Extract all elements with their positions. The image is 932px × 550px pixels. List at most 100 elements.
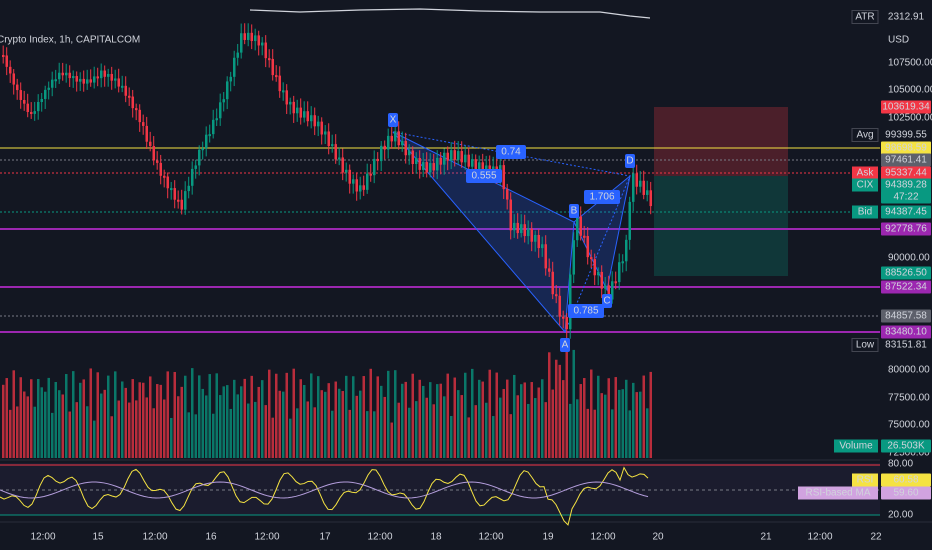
candle-body: [355, 179, 358, 192]
price-tag: [881, 153, 931, 167]
volume-bar: [194, 414, 197, 458]
candle-body: [205, 134, 208, 149]
candle-body: [348, 169, 351, 184]
candle-body: [292, 101, 295, 114]
candle-body: [219, 102, 222, 119]
candle-body: [114, 78, 117, 81]
volume-bar: [296, 408, 299, 458]
volume-bar: [54, 382, 57, 458]
pattern-point-box: [625, 154, 635, 168]
price-axis-label: 90000.00: [888, 253, 930, 264]
candle-body: [282, 90, 285, 93]
volume-bar: [443, 396, 446, 458]
volume-bar: [565, 350, 568, 458]
ratio-label: 0.785: [573, 306, 598, 317]
price-tag-value: 97461.41: [885, 155, 927, 166]
candle-body: [142, 122, 145, 126]
candle-body: [96, 76, 99, 79]
candle-body: [649, 190, 652, 207]
volume-bar: [530, 382, 533, 458]
volume-bar: [541, 379, 544, 458]
volume-bar: [47, 377, 50, 458]
price-tag-value: 83480.10: [885, 327, 927, 338]
volume-bar: [44, 391, 47, 458]
time-axis-label: 15: [92, 532, 104, 543]
price-tag-value: 88526.50: [885, 268, 927, 279]
candle-body: [201, 148, 204, 151]
tag-label: ATR: [855, 12, 874, 23]
candle-body: [226, 81, 229, 100]
volume-bar: [96, 372, 99, 458]
volume-bar: [58, 390, 61, 458]
volume-bar: [373, 411, 376, 458]
volume-bar: [394, 370, 397, 458]
volume-bar: [341, 391, 344, 458]
candle-body: [516, 222, 519, 234]
candle-body: [170, 188, 173, 191]
candle-body: [632, 173, 635, 202]
price-tag: [881, 439, 931, 453]
candle-body: [579, 216, 582, 236]
candle-body: [397, 131, 400, 146]
candle-body: [436, 157, 439, 171]
volume-bar: [593, 409, 596, 458]
candle-body: [467, 154, 470, 167]
candle-body: [254, 35, 257, 42]
price-tag: [881, 486, 931, 500]
volume-bar: [177, 396, 180, 458]
candle-body: [555, 294, 558, 297]
price-tag: [881, 280, 931, 294]
price-axis-label: 107500.00: [888, 58, 932, 69]
volume-bar: [138, 382, 141, 458]
volume-bar: [72, 371, 75, 458]
candle-body: [86, 79, 89, 84]
candle-body: [362, 185, 365, 190]
volume-bar: [156, 384, 159, 458]
candle-body: [443, 152, 446, 165]
volume-bar: [142, 382, 145, 458]
candle-body: [628, 201, 631, 240]
candle-body: [320, 121, 323, 135]
volume-bar: [632, 382, 635, 458]
volume-bar: [114, 371, 117, 458]
candle-body: [30, 112, 33, 115]
candle-body: [373, 158, 376, 176]
volume-bar: [474, 405, 477, 458]
candle-body: [82, 78, 85, 84]
candle-body: [541, 244, 544, 249]
price-tag: [881, 141, 931, 155]
candle-body: [121, 85, 124, 88]
volume-bar: [198, 375, 201, 458]
volume-bar: [233, 379, 236, 458]
candle-body: [296, 107, 299, 114]
candle-body: [184, 191, 187, 210]
candle-body: [19, 90, 22, 100]
candle-body: [135, 108, 138, 111]
candle-body: [429, 163, 432, 173]
volume-bar: [590, 369, 593, 458]
volume-bar: [124, 387, 127, 458]
rsi-band: [0, 463, 880, 515]
candle-body: [303, 111, 306, 118]
candle-body: [191, 168, 194, 186]
pattern-point-box: [388, 113, 398, 127]
candle-body: [478, 162, 481, 171]
price-tag: [881, 190, 931, 204]
volume-bar: [439, 383, 442, 458]
ratio-label: 0.555: [471, 171, 496, 182]
volume-bar: [257, 386, 260, 458]
candle-body: [394, 131, 397, 142]
candle-body: [618, 262, 621, 283]
candle-body: [131, 96, 134, 109]
candle-body: [411, 150, 414, 165]
time-axis-label: 22: [870, 532, 882, 543]
volume-bar: [170, 417, 173, 458]
volume-bar: [2, 384, 5, 458]
price-tag-value: 95337.44: [885, 168, 927, 179]
candle-body: [23, 99, 26, 104]
candle-body: [527, 228, 530, 237]
volume-bar: [23, 391, 26, 458]
price-tag: [881, 10, 931, 24]
candle-body: [278, 75, 281, 92]
